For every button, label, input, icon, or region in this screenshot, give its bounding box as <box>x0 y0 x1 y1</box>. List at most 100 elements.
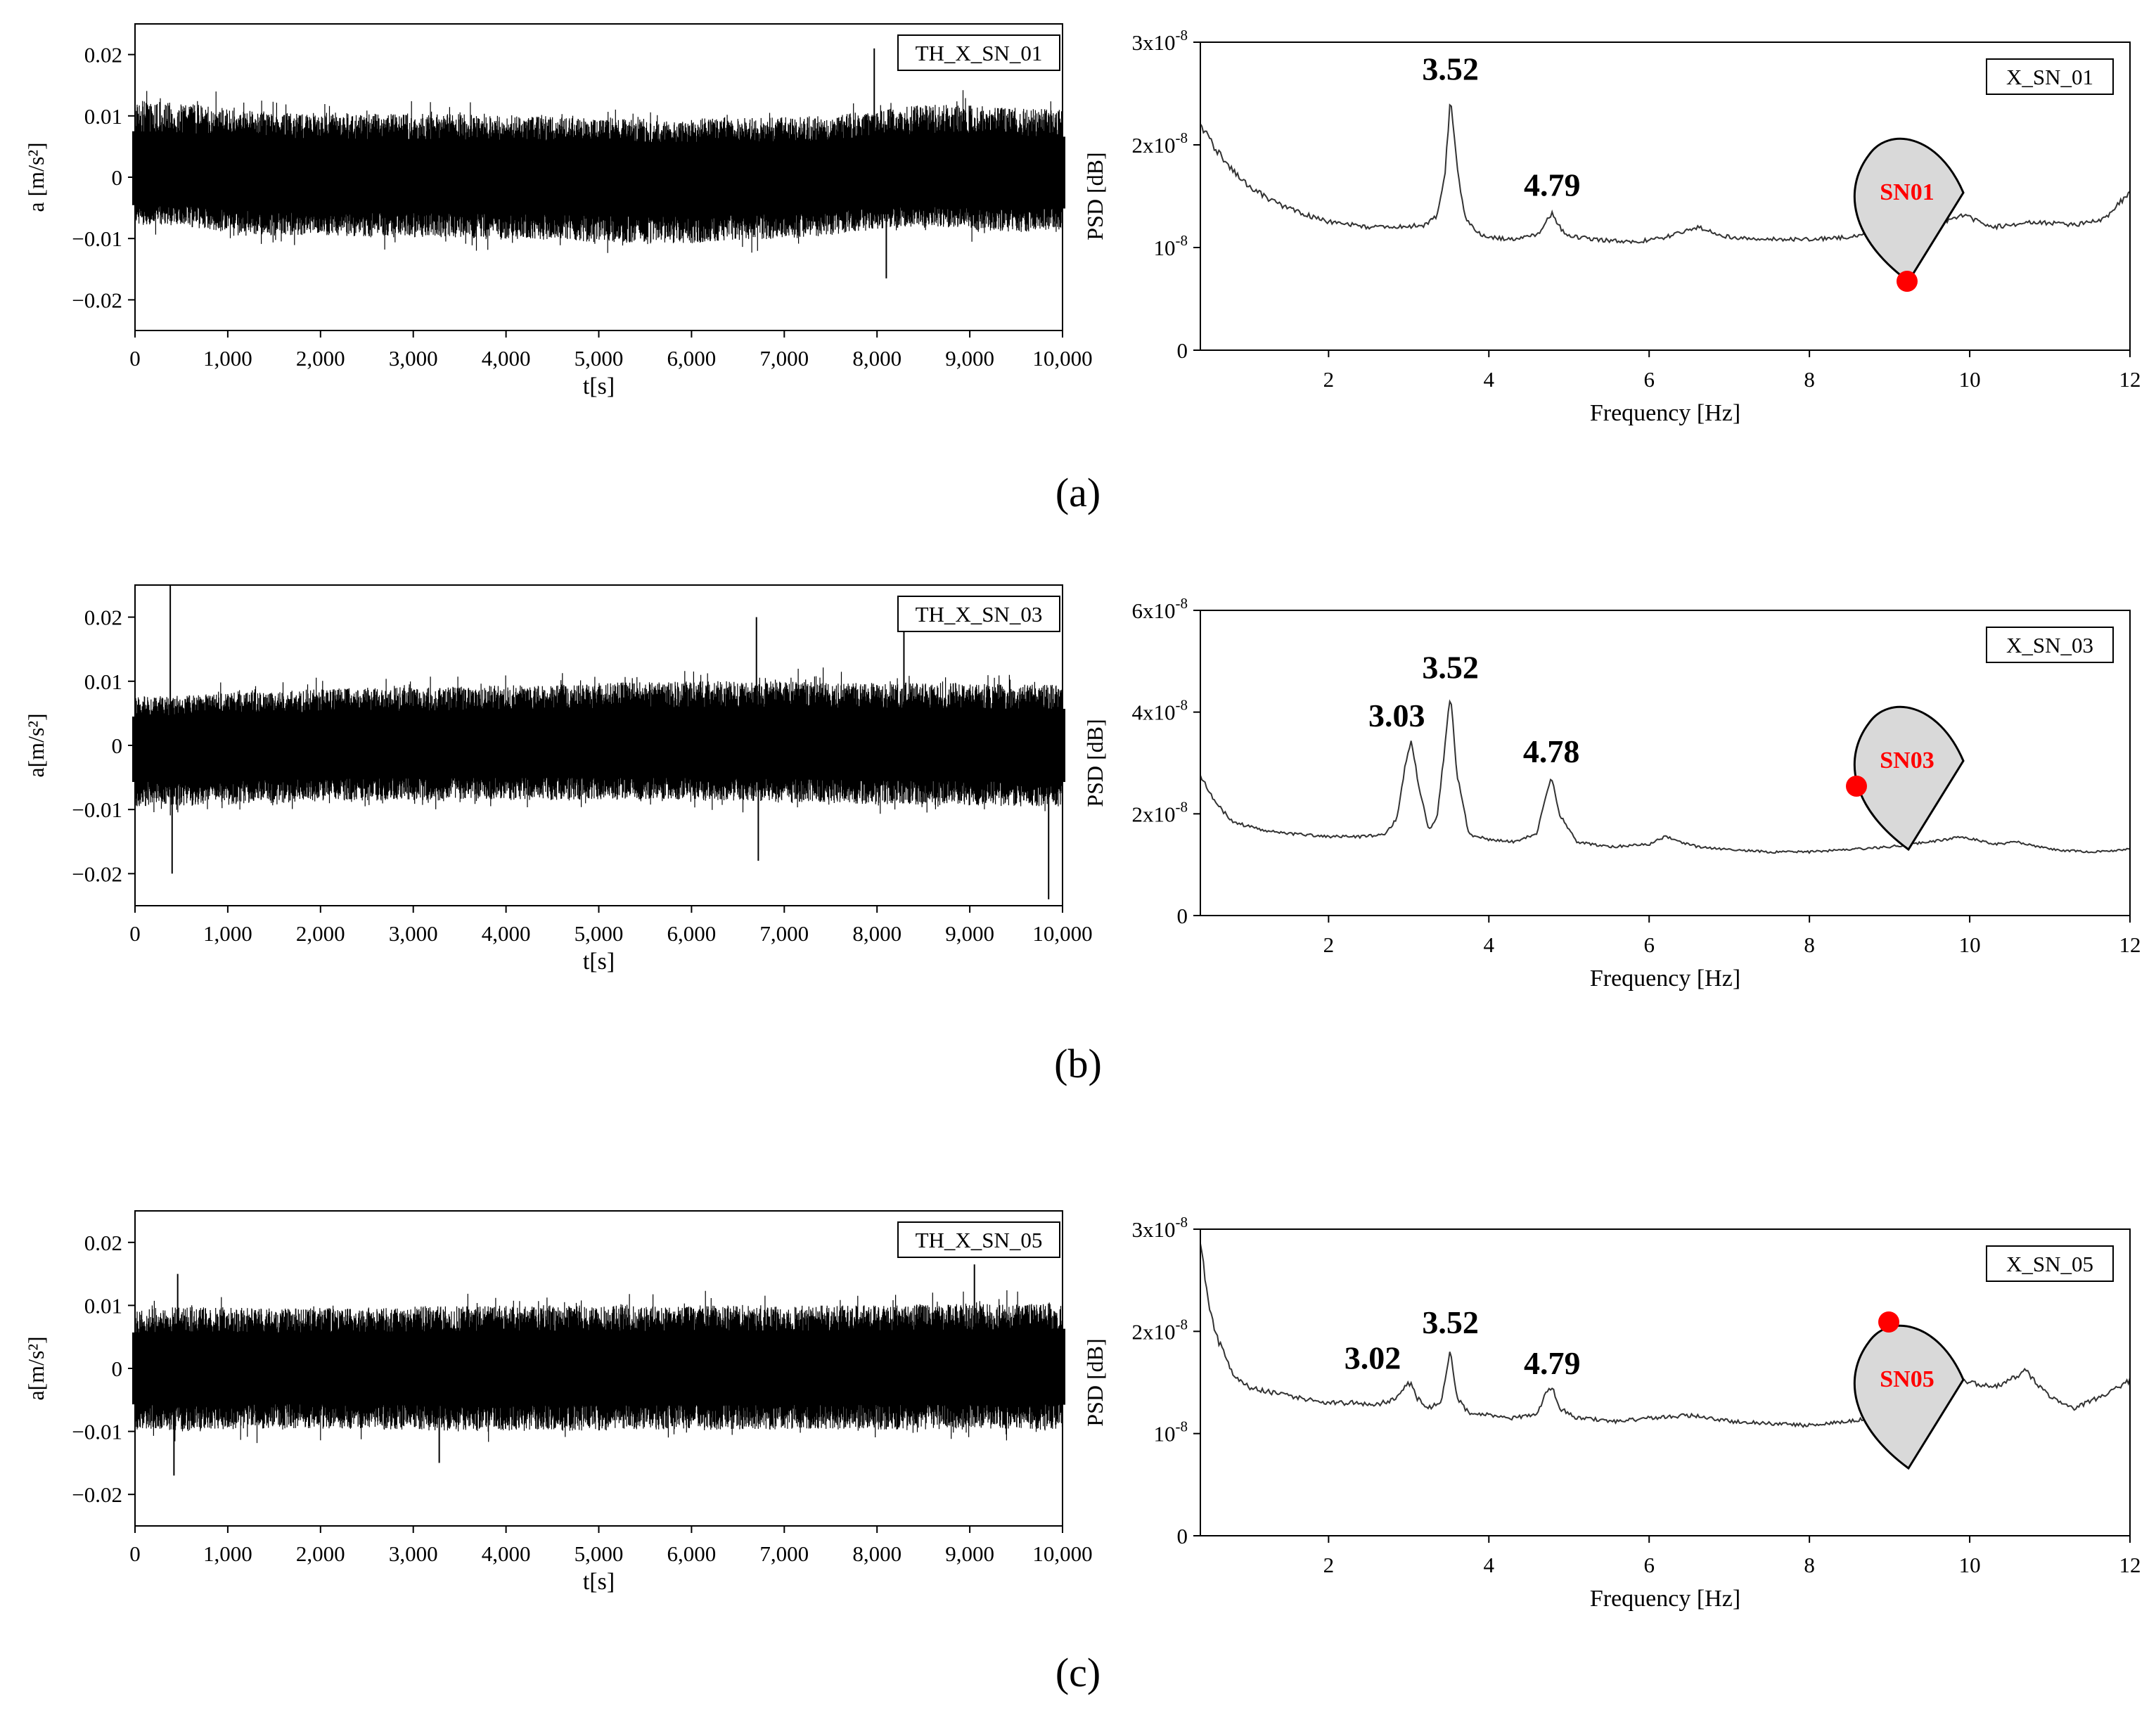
x-tick-label: 5,000 <box>575 921 624 946</box>
y-tick-label: 2x10-8 <box>1132 129 1188 158</box>
panel-label: (a) <box>1055 470 1101 515</box>
sensor-label: SN01 <box>1880 179 1934 205</box>
x-tick-label: 9,000 <box>945 921 994 946</box>
y-axis-label: a [m/s²] <box>23 142 49 212</box>
y-tick-label: 2x10-8 <box>1132 798 1188 826</box>
y-tick-label: 10-8 <box>1154 232 1188 260</box>
legend-label: TH_X_SN_03 <box>916 602 1043 627</box>
x-tick-label: 9,000 <box>945 1541 994 1566</box>
sensor-label: SN05 <box>1880 1366 1934 1392</box>
legend-box <box>897 34 1060 71</box>
x-tick-label: 6 <box>1643 367 1655 392</box>
legend-box <box>897 1221 1060 1258</box>
sensor-dot-icon <box>1878 1311 1899 1333</box>
panel-label: (c) <box>1055 1650 1101 1695</box>
y-tick-label: −0.02 <box>72 861 122 886</box>
x-tick-label: 6 <box>1643 932 1655 957</box>
x-tick-label: 8,000 <box>852 921 901 946</box>
y-tick-label: 0 <box>112 733 123 758</box>
legend-label: X_SN_05 <box>2006 1252 2093 1276</box>
signal-core <box>132 1328 1065 1406</box>
psd-chart-2: 2 4 6 8 10 12 0 10-8 2x10-8 3x10-8 Frequency [Hz] P… <box>1082 27 2141 426</box>
sensor-marker: SN01 <box>1853 138 1965 292</box>
x-tick-label: 4,000 <box>482 1541 531 1566</box>
x-tick-label: 4,000 <box>482 921 531 946</box>
x-tick-label: 1,000 <box>203 1541 252 1566</box>
x-tick-label: 2 <box>1323 1553 1335 1577</box>
x-tick-label: 2,000 <box>296 346 345 371</box>
y-tick-label: 10-8 <box>1154 1418 1188 1446</box>
legend-label: TH_X_SN_05 <box>916 1228 1043 1252</box>
y-tick-label: 3x10-8 <box>1132 1214 1188 1242</box>
y-tick-label: 0 <box>1177 1524 1188 1548</box>
legend-label: X_SN_01 <box>2006 65 2093 89</box>
x-tick-label: 3,000 <box>389 1541 438 1566</box>
peak-label: 3.02 <box>1345 1340 1401 1376</box>
x-tick-label: 4 <box>1484 932 1495 957</box>
x-tick-label: 7,000 <box>759 346 809 371</box>
x-tick-label: 10 <box>1959 1553 1981 1577</box>
sensor-marker: SN05 <box>1853 1311 1965 1470</box>
y-tick-label: 0.02 <box>84 1231 122 1255</box>
peak-label: 4.79 <box>1524 167 1581 203</box>
x-tick-label: 12 <box>2119 932 2141 957</box>
peak-label: 3.52 <box>1422 650 1479 686</box>
x-tick-label: 2 <box>1323 367 1335 392</box>
x-tick-label: 2 <box>1323 932 1335 957</box>
y-tick-label: −0.01 <box>72 797 122 822</box>
psd-curve <box>1200 1243 2131 1429</box>
peak-label: 3.03 <box>1368 698 1425 733</box>
y-tick-label: −0.02 <box>72 1482 122 1507</box>
y-tick-label: −0.02 <box>72 288 122 312</box>
peak-label: 3.52 <box>1422 1304 1479 1340</box>
x-tick-label: 0 <box>129 346 141 371</box>
plot-frame <box>1200 41 2131 351</box>
y-tick-label: 0.01 <box>84 104 122 129</box>
sensor-dot-icon <box>1846 776 1867 797</box>
y-tick-label: 0 <box>112 1356 123 1381</box>
x-tick-label: 6 <box>1643 1553 1655 1577</box>
x-axis-label: Frequency [Hz] <box>1590 400 1740 426</box>
x-tick-label: 10,000 <box>1032 346 1092 371</box>
x-tick-label: 10,000 <box>1032 1541 1092 1566</box>
y-tick-label: −0.01 <box>72 1420 122 1444</box>
sensor-wedge-icon <box>1853 1325 1965 1470</box>
peak-label: 4.79 <box>1524 1345 1581 1381</box>
y-tick-label: 0.01 <box>84 1293 122 1318</box>
psd-chart-4: 2 4 6 8 10 12 0 2x10-8 4x10-8 6x10-8 Frequency [Hz… <box>1082 595 2141 991</box>
peak-label: 3.52 <box>1422 51 1479 87</box>
y-tick-label: 0 <box>1177 904 1188 928</box>
x-tick-label: 2,000 <box>296 921 345 946</box>
y-tick-label: 0.02 <box>84 605 122 630</box>
y-tick-label: 0 <box>112 165 123 190</box>
y-axis-label: PSD [dB] <box>1082 1338 1108 1426</box>
x-tick-label: 0 <box>129 1541 141 1566</box>
x-tick-label: 12 <box>2119 367 2141 392</box>
x-tick-label: 10 <box>1959 367 1981 392</box>
panel-label: (b) <box>1054 1041 1102 1086</box>
x-tick-label: 6,000 <box>667 1541 717 1566</box>
y-tick-label: 0.02 <box>84 43 122 68</box>
legend-box <box>1986 58 2114 95</box>
x-tick-label: 10 <box>1959 932 1981 957</box>
time-history-chart-5: 0 1,000 2,000 3,000 4,000 5,000 6,000 7,000 8,00… <box>23 1210 1093 1595</box>
x-tick-label: 9,000 <box>945 346 994 371</box>
sensor-label: SN03 <box>1880 747 1934 774</box>
legend-box <box>1986 627 2114 663</box>
y-axis-label: PSD [dB] <box>1082 152 1108 240</box>
x-tick-label: 4 <box>1484 367 1495 392</box>
y-tick-label: 3x10-8 <box>1132 27 1188 55</box>
x-tick-label: 4 <box>1484 1553 1495 1577</box>
psd-chart-6: 2 4 6 8 10 12 0 10-8 2x10-8 3x10-8 Frequency [Hz] P… <box>1082 1214 2141 1612</box>
legend-label: X_SN_03 <box>2006 633 2093 657</box>
sensor-wedge-icon <box>1853 138 1965 283</box>
x-axis-label: t[s] <box>583 373 615 399</box>
x-tick-label: 1,000 <box>203 346 252 371</box>
plot-frame <box>1200 1228 2131 1536</box>
x-tick-label: 1,000 <box>203 921 252 946</box>
x-tick-label: 12 <box>2119 1553 2141 1577</box>
x-tick-label: 3,000 <box>389 346 438 371</box>
x-tick-label: 3,000 <box>389 921 438 946</box>
x-tick-label: 5,000 <box>575 1541 624 1566</box>
